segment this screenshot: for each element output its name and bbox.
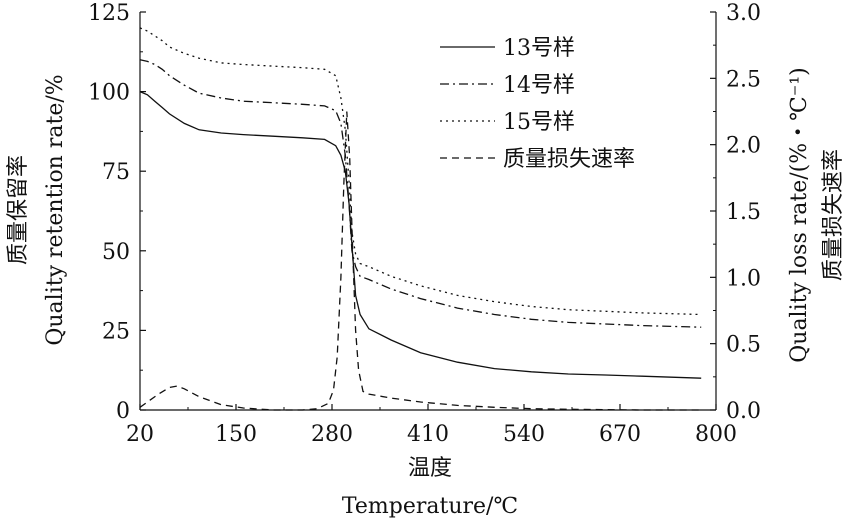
y-right-tick-label: 0.0	[726, 399, 761, 424]
x-tick-label: 800	[695, 422, 737, 447]
y-left-tick-label: 125	[88, 1, 130, 26]
y-right-axis-title-en: Quality loss rate/(%・℃⁻¹)	[787, 67, 812, 363]
y-right-tick-label: 0.5	[726, 333, 761, 358]
y-left-tick-label: 0	[116, 399, 130, 424]
y-right-tick-label: 2.5	[726, 67, 761, 92]
y-right-tick-label: 3.0	[726, 1, 761, 26]
x-tick-label: 540	[503, 422, 545, 447]
y-right-axis-title-cn: 质量损失速率	[821, 149, 846, 281]
legend-label-1: 13号样	[503, 36, 575, 61]
legend-label-2: 14号样	[503, 73, 575, 98]
y-right-tick-label: 1.5	[726, 200, 761, 225]
x-tick-label: 670	[599, 422, 641, 447]
y-left-axis-title-cn: 质量保留率	[6, 155, 31, 265]
y-right-tick-label: 2.0	[726, 134, 761, 159]
y-left-axis-title-en: Quality retention rate/%	[43, 74, 68, 345]
y-left-tick-label: 100	[88, 81, 130, 106]
x-axis-title-cn: 温度	[408, 456, 452, 481]
axis-titles: 温度 Temperature/℃ 质量保留率 Quality retention…	[6, 67, 846, 519]
series-line-4	[139, 111, 702, 411]
y-left-tick-label: 50	[102, 240, 130, 265]
x-tick-label: 20	[126, 422, 154, 447]
y-left-tick-label: 75	[102, 160, 130, 185]
x-tick-label: 280	[311, 422, 353, 447]
x-tick-label: 410	[407, 422, 449, 447]
legend-label-3: 15号样	[503, 110, 575, 135]
series-line-1	[139, 91, 702, 379]
series-line-2	[139, 59, 702, 328]
y-left-tick-label: 25	[102, 319, 130, 344]
x-axis-title-en: Temperature/℃	[342, 494, 518, 519]
y-right-tick-label: 1.0	[726, 266, 761, 291]
x-tick-label: 150	[215, 422, 257, 447]
series-layer	[139, 27, 702, 411]
legend-label-4: 质量损失速率	[503, 147, 635, 172]
axes-layer: 20 150 280 410 540 670 800 0 25 50 75 100 125 0.0 0.5 1…	[88, 1, 761, 447]
